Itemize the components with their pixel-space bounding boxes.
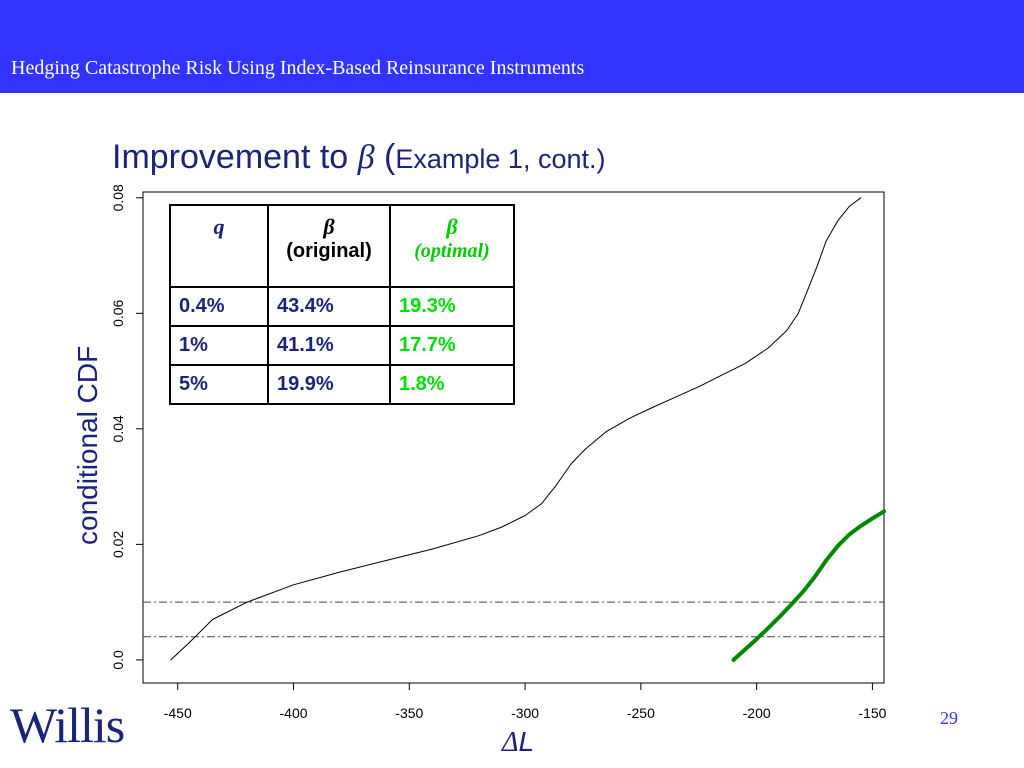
- series-line-original: [170, 197, 862, 661]
- title-prefix: Improvement to: [112, 138, 358, 176]
- x-tick-label: -450: [164, 705, 192, 721]
- table-header-row: q β (original) β (optimal): [169, 204, 515, 288]
- x-axis-label-delta: Δ: [502, 727, 519, 758]
- x-tick-label: -350: [395, 705, 423, 721]
- title-suffix: (: [374, 138, 396, 176]
- header-beta-symbol: β: [323, 214, 335, 239]
- table-row: 1% 41.1% 17.7%: [169, 325, 515, 366]
- cell-q: 0.4%: [169, 286, 269, 327]
- header-bar: [0, 0, 1024, 93]
- table-header-q: q: [169, 204, 269, 288]
- table-header-optimal: β (optimal): [389, 204, 515, 288]
- cell-optimal: 17.7%: [389, 325, 515, 366]
- x-tick-label: -400: [280, 705, 308, 721]
- header-optimal-label: (optimal): [414, 240, 490, 262]
- title-beta: β: [357, 139, 375, 176]
- title-small: Example 1, cont.): [395, 144, 606, 174]
- page-number: 29: [940, 708, 958, 728]
- y-tick-label: 0.06: [110, 299, 126, 326]
- series-line-optimal: [731, 509, 886, 662]
- header-beta-optimal-symbol: β: [446, 214, 458, 239]
- y-tick-label: 0.04: [110, 415, 126, 442]
- y-axis-label: conditional CDF: [72, 345, 103, 545]
- header-q-symbol: q: [213, 214, 225, 239]
- x-tick-label: -250: [627, 705, 655, 721]
- slide-title: Improvement to β (Example 1, cont.): [112, 138, 605, 177]
- header-title: Hedging Catastrophe Risk Using Index-Bas…: [11, 57, 585, 79]
- table-header-original: β (original): [267, 204, 391, 288]
- x-tick-label: -200: [743, 705, 771, 721]
- cell-q: 1%: [169, 325, 269, 366]
- x-axis-label: ΔL: [502, 726, 534, 759]
- cell-original: 41.1%: [267, 325, 391, 366]
- plot-frame: [142, 191, 885, 684]
- beta-table: q β (original) β (optimal) 0.4% 43.4% 19.3…: [169, 204, 515, 405]
- header-original-label: (original): [286, 240, 372, 262]
- cell-optimal: 19.3%: [389, 286, 515, 327]
- cell-optimal: 1.8%: [389, 364, 515, 405]
- willis-logo: Willis: [10, 697, 125, 753]
- cell-q: 5%: [169, 364, 269, 405]
- x-tick-label: -150: [858, 705, 886, 721]
- x-axis-label-var: L: [518, 726, 535, 757]
- y-tick-label: 0.02: [110, 531, 126, 558]
- y-tick-label: 0.0: [110, 650, 126, 670]
- y-tick-label: 0.08: [110, 184, 126, 211]
- table-row: 0.4% 43.4% 19.3%: [169, 286, 515, 327]
- x-tick-label: -300: [511, 705, 539, 721]
- cell-original: 19.9%: [267, 364, 391, 405]
- cell-original: 43.4%: [267, 286, 391, 327]
- table-row: 5% 19.9% 1.8%: [169, 364, 515, 405]
